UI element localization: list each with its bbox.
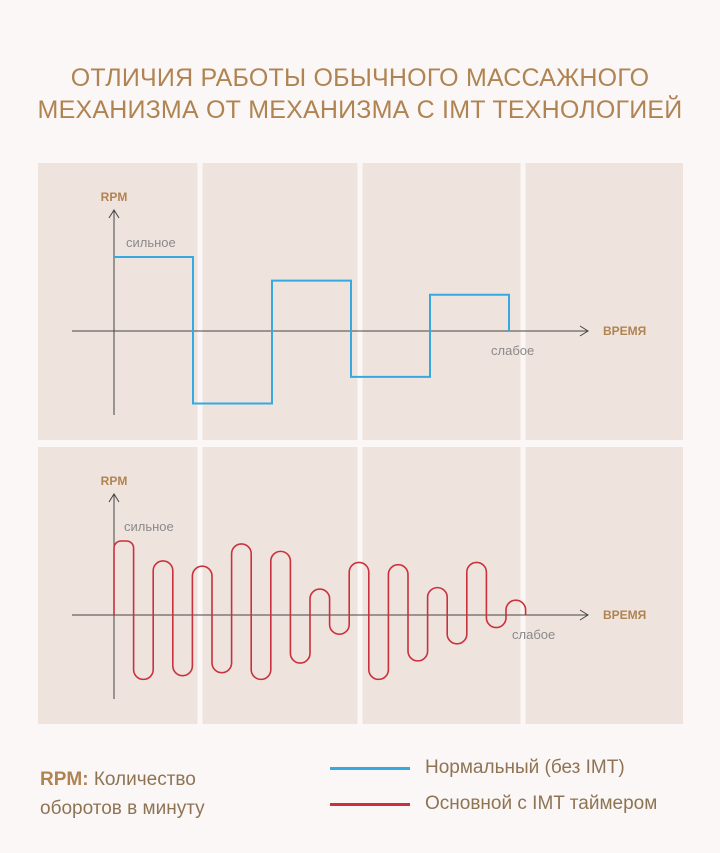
rpm-text-line-2: оборотов в минуту	[40, 798, 205, 819]
legend-imt-label: Основной с IMT таймером	[425, 793, 658, 814]
x-axis-label: ВРЕМЯ	[603, 324, 646, 338]
rpm-text-line-1: Количество	[93, 769, 196, 790]
x-axis-label: ВРЕМЯ	[603, 608, 646, 622]
legend-normal-label: Нормальный (без IMT)	[425, 757, 625, 778]
rpm-key: RPM:	[40, 769, 89, 790]
y-axis-label: RPM	[101, 474, 128, 488]
imt-rpm-chart: RPM ВРЕМЯ сильное слабое	[38, 447, 683, 724]
y-axis-label: RPM	[101, 190, 128, 204]
legend-imt: Основной с IMT таймером	[330, 789, 657, 819]
series-normal-line	[114, 256, 510, 405]
x-axis-arrow	[579, 325, 589, 337]
title-line-1: ОТЛИЧИЯ РАБОТЫ ОБЫЧНОГО МАССАЖНОГО	[70, 64, 650, 92]
legend-imt-swatch	[330, 802, 410, 806]
page-title: ОТЛИЧИЯ РАБОТЫ ОБЫЧНОГО МАССАЖНОГО МЕХАН…	[0, 62, 720, 126]
y-axis-arrow	[108, 493, 120, 503]
annotation-strong: сильное	[126, 235, 176, 250]
legend-normal-swatch	[330, 766, 410, 770]
y-axis-arrow	[108, 209, 120, 219]
annotation-strong: сильное	[124, 519, 174, 534]
rpm-definition: RPM: Количество оборотов в минуту	[40, 765, 205, 823]
normal-rpm-chart: RPM ВРЕМЯ сильное слабое	[38, 163, 683, 440]
series-imt-line	[113, 540, 527, 681]
legend-normal: Нормальный (без IMT)	[330, 753, 625, 783]
annotation-weak: слабое	[512, 627, 555, 642]
x-axis-arrow	[579, 609, 589, 621]
title-line-2: МЕХАНИЗМА ОТ МЕХАНИЗМА С IMT ТЕХНОЛОГИЕЙ	[37, 96, 683, 124]
annotation-weak: слабое	[491, 343, 534, 358]
